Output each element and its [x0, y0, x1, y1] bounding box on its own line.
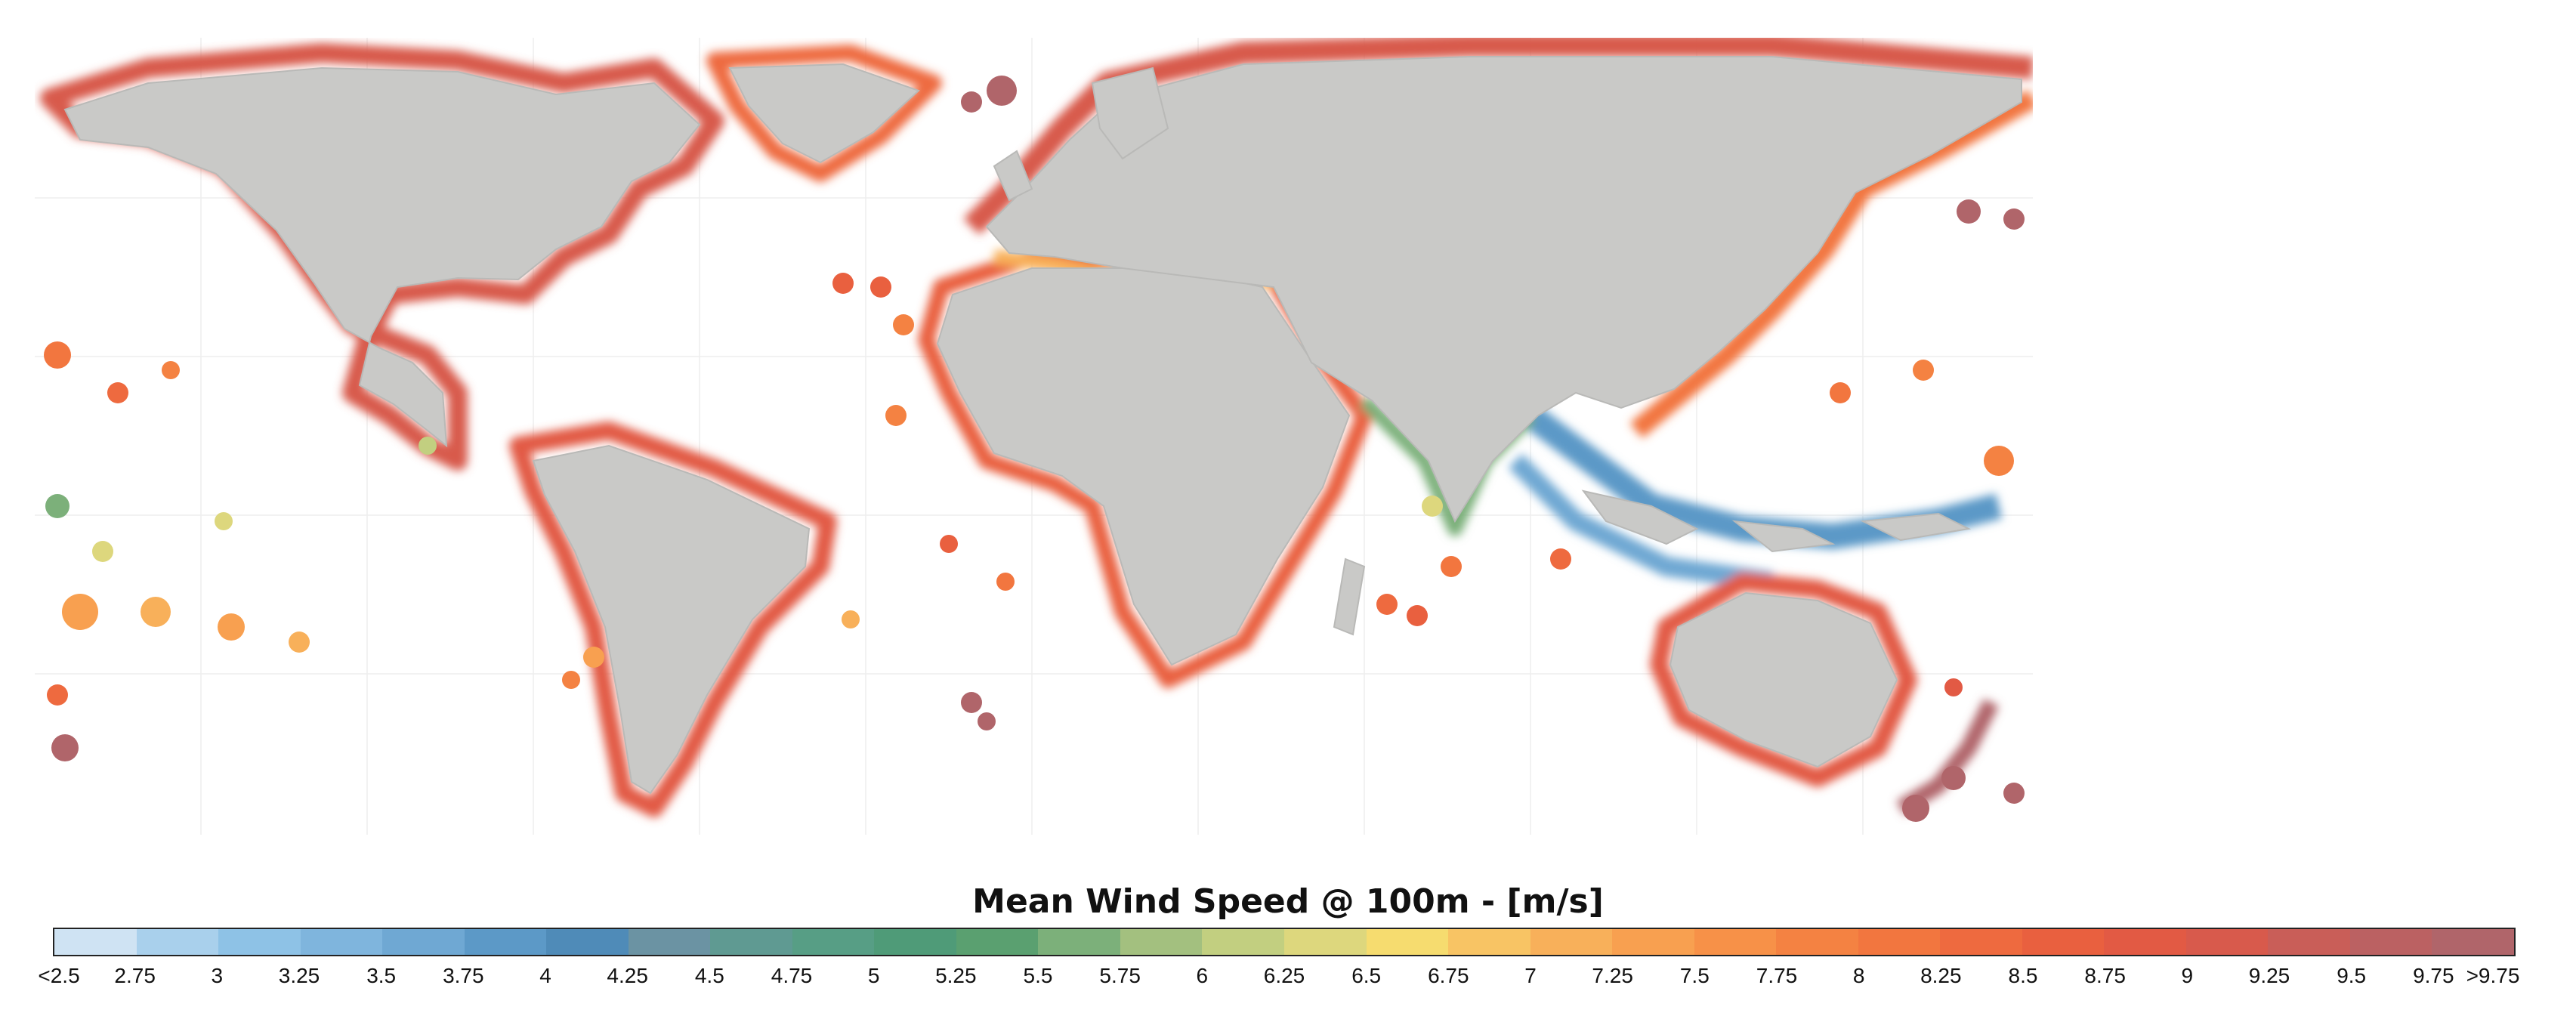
legend-swatch [2349, 929, 2432, 955]
legend-tick-label: 5.25 [935, 964, 977, 987]
legend-tick-label: 3.75 [443, 964, 484, 987]
australia [1669, 591, 1898, 768]
legend-tick-label: 8 [1852, 964, 1865, 987]
legend-tick-label: 9.5 [2337, 964, 2367, 987]
legend-tick-label: 4.75 [771, 964, 813, 987]
greenland [728, 63, 920, 164]
legend-swatch [382, 929, 465, 955]
legend-tick-label: 4 [539, 964, 551, 987]
legend-swatch [546, 929, 629, 955]
legend-tick-label: 3.5 [366, 964, 397, 987]
legend-swatch [1694, 929, 1777, 955]
legend-swatch [218, 929, 301, 955]
legend-swatch [300, 929, 383, 955]
legend-swatch [792, 929, 875, 955]
legend-tick-label: 6 [1196, 964, 1209, 987]
south-america [532, 444, 811, 795]
legend-tick-label: 9 [2181, 964, 2194, 987]
madagascar [1333, 557, 1366, 636]
legend-tick-label: 6.25 [1263, 964, 1305, 987]
legend-swatch [2022, 929, 2105, 955]
legend-tick-label: 7 [1524, 964, 1537, 987]
legend-tick-label: 3.25 [278, 964, 320, 987]
legend-tick-label: 8.75 [2084, 964, 2126, 987]
legend-tick-label: 4.25 [607, 964, 648, 987]
indonesia-islands [1581, 489, 1972, 553]
legend-tick-label: 4.5 [694, 964, 724, 987]
legend-tick-label: 2.75 [114, 964, 156, 987]
legend-swatch [1283, 929, 1367, 955]
legend-swatch [464, 929, 547, 955]
legend-swatch [1612, 929, 1694, 955]
world-map[interactable] [35, 38, 2033, 835]
legend-tick-label: 5 [867, 964, 880, 987]
legend-tick-label: 9.25 [2248, 964, 2290, 987]
legend-swatch [1120, 929, 1203, 955]
legend-swatch [1940, 929, 2022, 955]
legend-tick-label: 8.5 [2008, 964, 2038, 987]
legend-swatch [1038, 929, 1120, 955]
legend-swatch [628, 929, 711, 955]
legend-tick-label: 6.75 [1428, 964, 1469, 987]
legend-tick-label: >9.75 [2466, 964, 2520, 987]
legend-swatch [2185, 929, 2269, 955]
legend-swatch [874, 929, 956, 955]
legend-swatch [1202, 929, 1284, 955]
legend-swatch [1776, 929, 1858, 955]
legend-tick-label: 5.75 [1099, 964, 1141, 987]
legend-swatch [54, 929, 137, 955]
legend-tick-label: 6.5 [1351, 964, 1382, 987]
north-america [63, 66, 701, 448]
legend-tick-label: 3 [211, 964, 224, 987]
legend-tick-label: 7.5 [1679, 964, 1710, 987]
legend-tick-label: <2.5 [38, 964, 80, 987]
legend-swatch [1858, 929, 1941, 955]
legend-tick-label: 8.25 [1920, 964, 1962, 987]
legend-swatch [1366, 929, 1449, 955]
legend-swatch [2104, 929, 2186, 955]
legend-colorbar [53, 928, 2516, 956]
offshore-points [44, 76, 2025, 822]
legend-tick-label: 9.75 [2413, 964, 2454, 987]
uk-scandinavia [993, 66, 1169, 202]
legend-swatch [710, 929, 792, 955]
legend-tick-label: 5.5 [1023, 964, 1053, 987]
land-masses [63, 56, 2022, 795]
legend-tick-labels: <2.5 2.75 3 3.25 3.5 3.75 4 4.25 4.5 4.75 5 5.25 5.5… [38, 964, 2519, 994]
legend-tick-label: 7.25 [1592, 964, 1633, 987]
legend-swatch [956, 929, 1039, 955]
legend-swatch [2432, 929, 2514, 955]
legend-tick-label: 7.75 [1756, 964, 1798, 987]
legend-title: Mean Wind Speed @ 100m - [m/s] [972, 882, 1604, 921]
legend-swatch [1448, 929, 1530, 955]
eurasia [985, 56, 2022, 523]
legend-swatch [1530, 929, 1613, 955]
legend-swatch [136, 929, 219, 955]
legend-swatch [2268, 929, 2350, 955]
